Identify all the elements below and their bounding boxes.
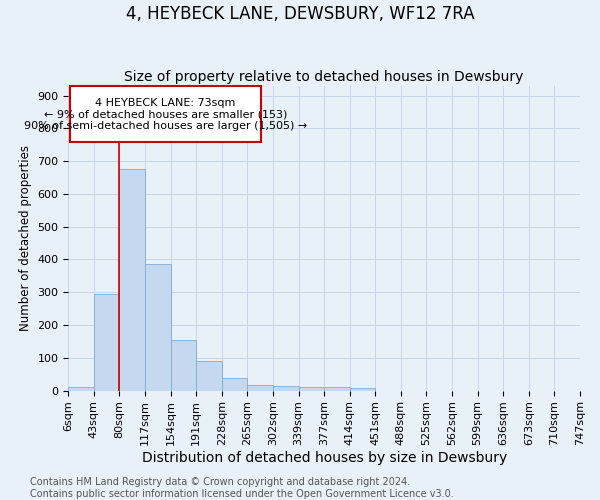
Text: 4 HEYBECK LANE: 73sqm
← 9% of detached houses are smaller (153)
90% of semi-deta: 4 HEYBECK LANE: 73sqm ← 9% of detached h…	[24, 98, 307, 131]
X-axis label: Distribution of detached houses by size in Dewsbury: Distribution of detached houses by size …	[142, 451, 507, 465]
Bar	[68, 388, 94, 390]
Bar	[222, 378, 247, 390]
Y-axis label: Number of detached properties: Number of detached properties	[19, 145, 32, 331]
Bar	[170, 340, 196, 390]
Bar	[324, 386, 350, 390]
Bar	[273, 386, 299, 390]
Bar	[94, 294, 119, 390]
Bar	[119, 170, 145, 390]
Bar	[145, 264, 170, 390]
Title: Size of property relative to detached houses in Dewsbury: Size of property relative to detached ho…	[124, 70, 524, 85]
Text: 4, HEYBECK LANE, DEWSBURY, WF12 7RA: 4, HEYBECK LANE, DEWSBURY, WF12 7RA	[125, 5, 475, 23]
Bar	[196, 361, 222, 390]
Text: Contains HM Land Registry data © Crown copyright and database right 2024.
Contai: Contains HM Land Registry data © Crown c…	[30, 478, 454, 499]
Bar	[70, 86, 262, 142]
Bar	[350, 388, 376, 390]
Bar	[299, 388, 324, 390]
Bar	[247, 386, 273, 390]
